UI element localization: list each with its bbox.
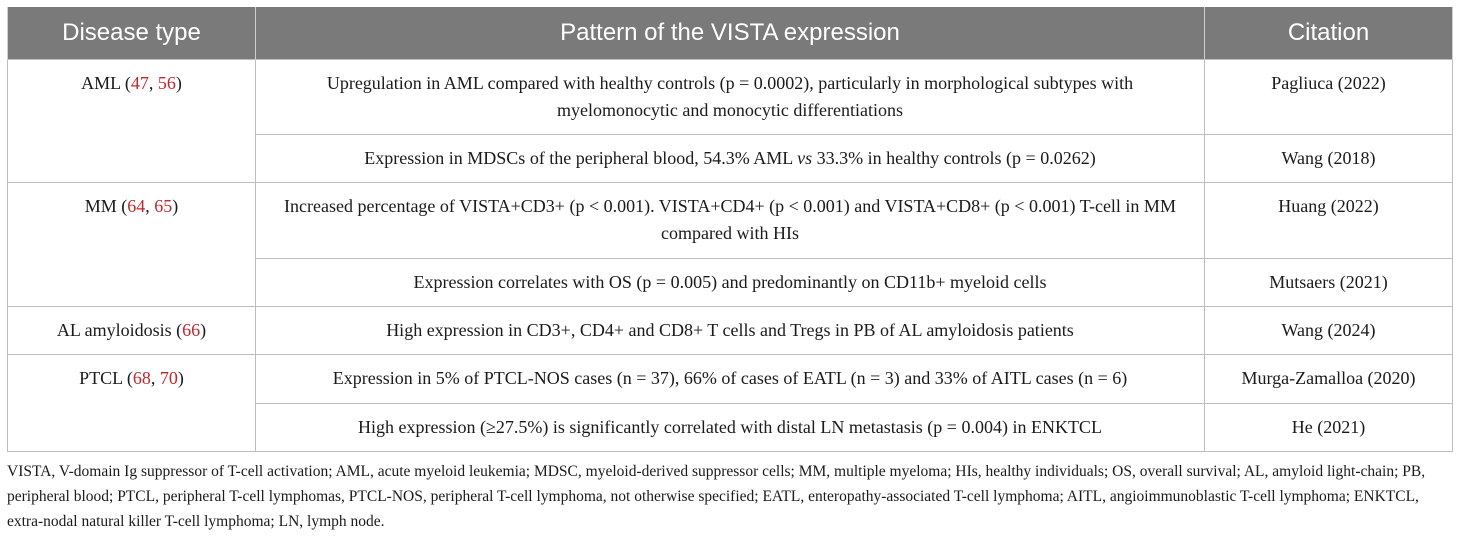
disease-name: MM — [84, 196, 117, 216]
pattern-cell: High expression in CD3+, CD4+ and CD8+ T… — [255, 306, 1205, 355]
table-container: Disease type Pattern of the VISTA expres… — [7, 7, 1453, 452]
table-footnote: VISTA, V-domain Ig suppressor of T-cell … — [7, 463, 1426, 530]
table-row: Expression correlates with OS (p = 0.005… — [8, 258, 1453, 307]
reference-link[interactable]: 66 — [182, 320, 201, 340]
citation-cell: Huang (2022) — [1204, 182, 1453, 259]
table-row: High expression (≥27.5%) is significantl… — [8, 403, 1453, 452]
citation-cell: Murga-Zamalloa (2020) — [1204, 354, 1453, 404]
citation-cell: Wang (2024) — [1204, 306, 1453, 355]
table-row: MM (64, 65) Increased percentage of VIST… — [7, 182, 1453, 307]
pattern-cell: Expression correlates with OS (p = 0.005… — [255, 258, 1205, 307]
disease-cell: PTCL (68, 70) — [7, 354, 256, 452]
pattern-cell: Expression in 5% of PTCL-NOS cases (n = … — [255, 354, 1205, 404]
disease-name: AML — [81, 73, 121, 93]
header-disease-type: Disease type — [7, 7, 256, 60]
disease-cell: MM (64, 65) — [7, 182, 256, 307]
vista-expression-table: Disease type Pattern of the VISTA expres… — [7, 7, 1453, 452]
reference-link[interactable]: 68 — [132, 368, 151, 388]
pattern-text: 33.3% in healthy controls (p = 0.0262) — [812, 148, 1096, 168]
disease-name: PTCL — [79, 368, 123, 388]
table-row: AML (47, 56) Upregulation in AML compare… — [7, 59, 1453, 183]
pattern-vs: vs — [797, 148, 813, 168]
reference-link[interactable]: 47 — [130, 73, 149, 93]
pattern-cell: High expression (≥27.5%) is significantl… — [255, 403, 1205, 452]
header-row: Disease type Pattern of the VISTA expres… — [7, 7, 1453, 60]
citation-cell: Mutsaers (2021) — [1204, 258, 1453, 307]
reference-link[interactable]: 64 — [127, 196, 146, 216]
reference-link[interactable]: 70 — [159, 368, 178, 388]
table-row: Expression in MDSCs of the peripheral bl… — [8, 134, 1453, 183]
disease-cell: AL amyloidosis (66) — [7, 306, 256, 355]
header-pattern: Pattern of the VISTA expression — [255, 7, 1205, 60]
pattern-cell: Expression in MDSCs of the peripheral bl… — [255, 134, 1205, 183]
disease-cell: AML (47, 56) — [7, 59, 256, 183]
table-row: PTCL (68, 70) Expression in 5% of PTCL-N… — [7, 354, 1453, 452]
citation-cell: Pagliuca (2022) — [1204, 59, 1453, 135]
reference-link[interactable]: 65 — [154, 196, 173, 216]
reference-link[interactable]: 56 — [157, 73, 176, 93]
header-citation: Citation — [1204, 7, 1453, 60]
disease-name: AL amyloidosis — [56, 320, 172, 340]
citation-cell: He (2021) — [1204, 403, 1453, 452]
pattern-cell: Increased percentage of VISTA+CD3+ (p < … — [255, 182, 1205, 259]
table-row: AL amyloidosis (66) High expression in C… — [7, 306, 1453, 355]
pattern-text: Expression in MDSCs of the peripheral bl… — [364, 148, 798, 168]
citation-cell: Wang (2018) — [1204, 134, 1453, 183]
pattern-cell: Upregulation in AML compared with health… — [255, 59, 1205, 135]
